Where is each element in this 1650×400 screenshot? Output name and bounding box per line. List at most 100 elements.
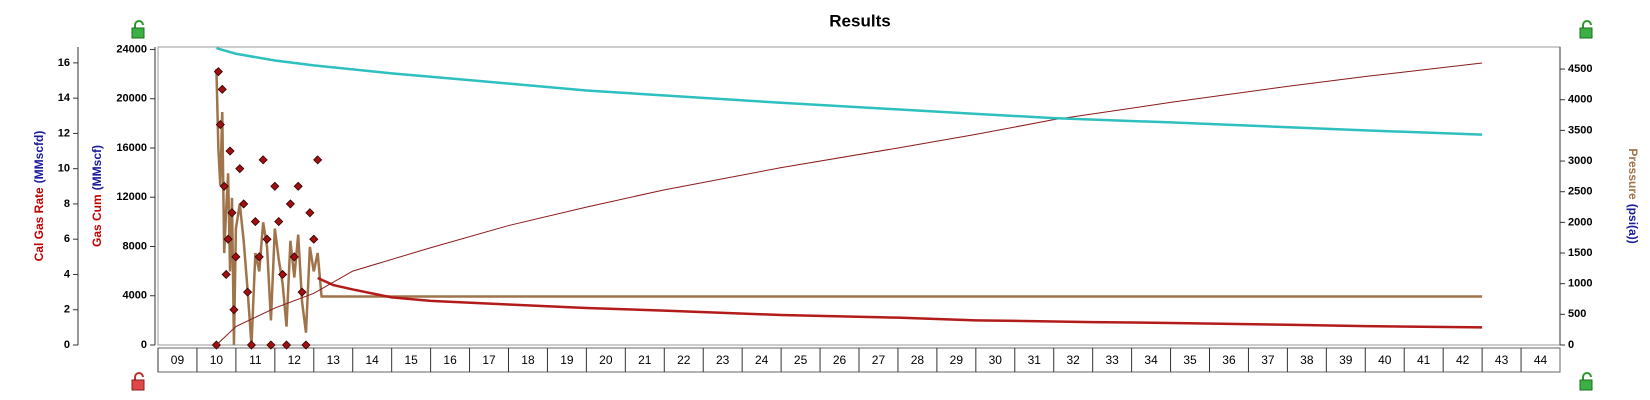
scatter-point: [254, 252, 264, 262]
series-line: [216, 62, 1483, 346]
x-tick-label: 44: [1534, 353, 1548, 367]
scatter-point: [301, 340, 311, 350]
x-tick-label: 32: [1067, 353, 1081, 367]
scatter-point: [246, 340, 257, 350]
scatter-point: [309, 234, 319, 244]
chart-title: Results: [829, 11, 890, 30]
scatter-point: [293, 181, 303, 191]
x-tick-label: 24: [755, 353, 769, 367]
x-tick-label: 15: [404, 353, 418, 367]
x-tick-label: 43: [1495, 353, 1509, 367]
scatter-point: [235, 164, 245, 174]
scatter-point: [270, 181, 280, 191]
y-tick-label: 0: [1568, 339, 1574, 351]
y-tick-label: 1000: [1568, 278, 1592, 290]
y-tick-label: 500: [1568, 308, 1586, 320]
y-tick-label: 12: [58, 127, 70, 139]
lock-icon[interactable]: [1579, 372, 1593, 391]
y-tick-label: 24000: [116, 43, 147, 55]
x-tick-label: 12: [288, 353, 302, 367]
y-tick-label: 4: [64, 268, 71, 280]
x-tick-label: 28: [911, 353, 925, 367]
series-line: [216, 47, 1483, 136]
lock-icon[interactable]: [131, 372, 145, 391]
scatter-point: [274, 217, 284, 227]
y-tick-label: 10: [58, 163, 70, 175]
scatter-point: [229, 305, 239, 315]
y-axis-title-part: (MMscf): [90, 145, 104, 190]
x-tick-label: 31: [1028, 353, 1042, 367]
scatter-point: [225, 146, 235, 156]
x-tick-label: 34: [1144, 353, 1158, 367]
x-tick-label: 42: [1456, 353, 1470, 367]
lock-icon[interactable]: [1579, 20, 1593, 39]
x-tick-label: 21: [638, 353, 652, 367]
y-tick-label: 2500: [1568, 186, 1592, 198]
scatter-point: [258, 155, 268, 165]
y-axis-title-part: (MMscfd): [32, 131, 46, 184]
scatter-point: [217, 84, 227, 94]
series-line: [317, 276, 1483, 329]
x-tick-label: 38: [1300, 353, 1314, 367]
lock-icon[interactable]: [131, 20, 145, 39]
scatter-point: [221, 269, 231, 280]
x-tick-label: 20: [599, 353, 613, 367]
scatter-point: [231, 252, 241, 262]
scatter-point: [285, 199, 295, 209]
scatter-point: [281, 340, 292, 350]
x-tick-label: 11: [249, 353, 262, 367]
plot-frame: [157, 46, 1561, 346]
y-tick-label: 1500: [1568, 247, 1592, 259]
y-tick-label: 8000: [123, 240, 147, 252]
y-axis-title: Cal Gas Rate (MMscfd): [32, 131, 46, 262]
y-tick-label: 14: [58, 92, 71, 104]
y-tick-label: 0: [64, 339, 70, 351]
scatter-point: [215, 120, 225, 130]
scatter-point: [239, 199, 249, 209]
x-tick-label: 23: [716, 353, 730, 367]
y-axis-title-part: Pressure: [1626, 148, 1640, 200]
x-tick-label: 33: [1105, 353, 1119, 367]
scatter-point: [262, 234, 272, 244]
x-tick-label: 10: [210, 353, 224, 367]
y-tick-label: 16: [58, 57, 70, 69]
scatter-point: [266, 340, 276, 350]
x-tick-label: 39: [1339, 353, 1353, 367]
scatter-point: [313, 155, 323, 165]
x-tick-label: 13: [327, 353, 341, 367]
x-tick-label: 16: [443, 353, 457, 367]
scatter-point: [289, 252, 299, 262]
x-tick-label: 35: [1183, 353, 1197, 367]
scatter-point: [219, 181, 229, 191]
y-tick-label: 4000: [123, 290, 147, 302]
x-tick-label: 29: [950, 353, 964, 367]
scatter-point: [223, 234, 233, 244]
scatter-point: [250, 217, 260, 227]
y-tick-label: 4500: [1568, 63, 1592, 75]
scatter-point: [305, 208, 315, 218]
x-tick-label: 22: [677, 353, 691, 367]
x-tick-label: 36: [1222, 353, 1236, 367]
y-axis-title-part: Gas Cum: [90, 194, 104, 247]
x-tick-label: 27: [872, 353, 886, 367]
scatter-point: [213, 67, 223, 77]
scatter-point: [297, 287, 307, 297]
y-tick-label: 20000: [116, 93, 147, 105]
y-axis-title-part: (psi(a)): [1626, 204, 1640, 244]
x-tick-label: 09: [171, 353, 185, 367]
scatter-point: [278, 269, 288, 280]
scatter-point: [243, 287, 253, 297]
x-tick-label: 18: [521, 353, 535, 367]
y-tick-label: 3500: [1568, 124, 1592, 136]
y-axis-title-part: Cal Gas Rate: [32, 187, 46, 261]
y-axis-title: Gas Cum (MMscf): [90, 145, 104, 247]
y-tick-label: 12000: [116, 191, 147, 203]
x-tick-label: 14: [366, 353, 380, 367]
y-tick-label: 6: [64, 233, 70, 245]
x-tick-label: 17: [482, 353, 496, 367]
x-tick-label: 37: [1261, 353, 1275, 367]
x-tick-label: 30: [989, 353, 1003, 367]
y-tick-label: 16000: [116, 142, 147, 154]
x-tick-label: 25: [794, 353, 808, 367]
